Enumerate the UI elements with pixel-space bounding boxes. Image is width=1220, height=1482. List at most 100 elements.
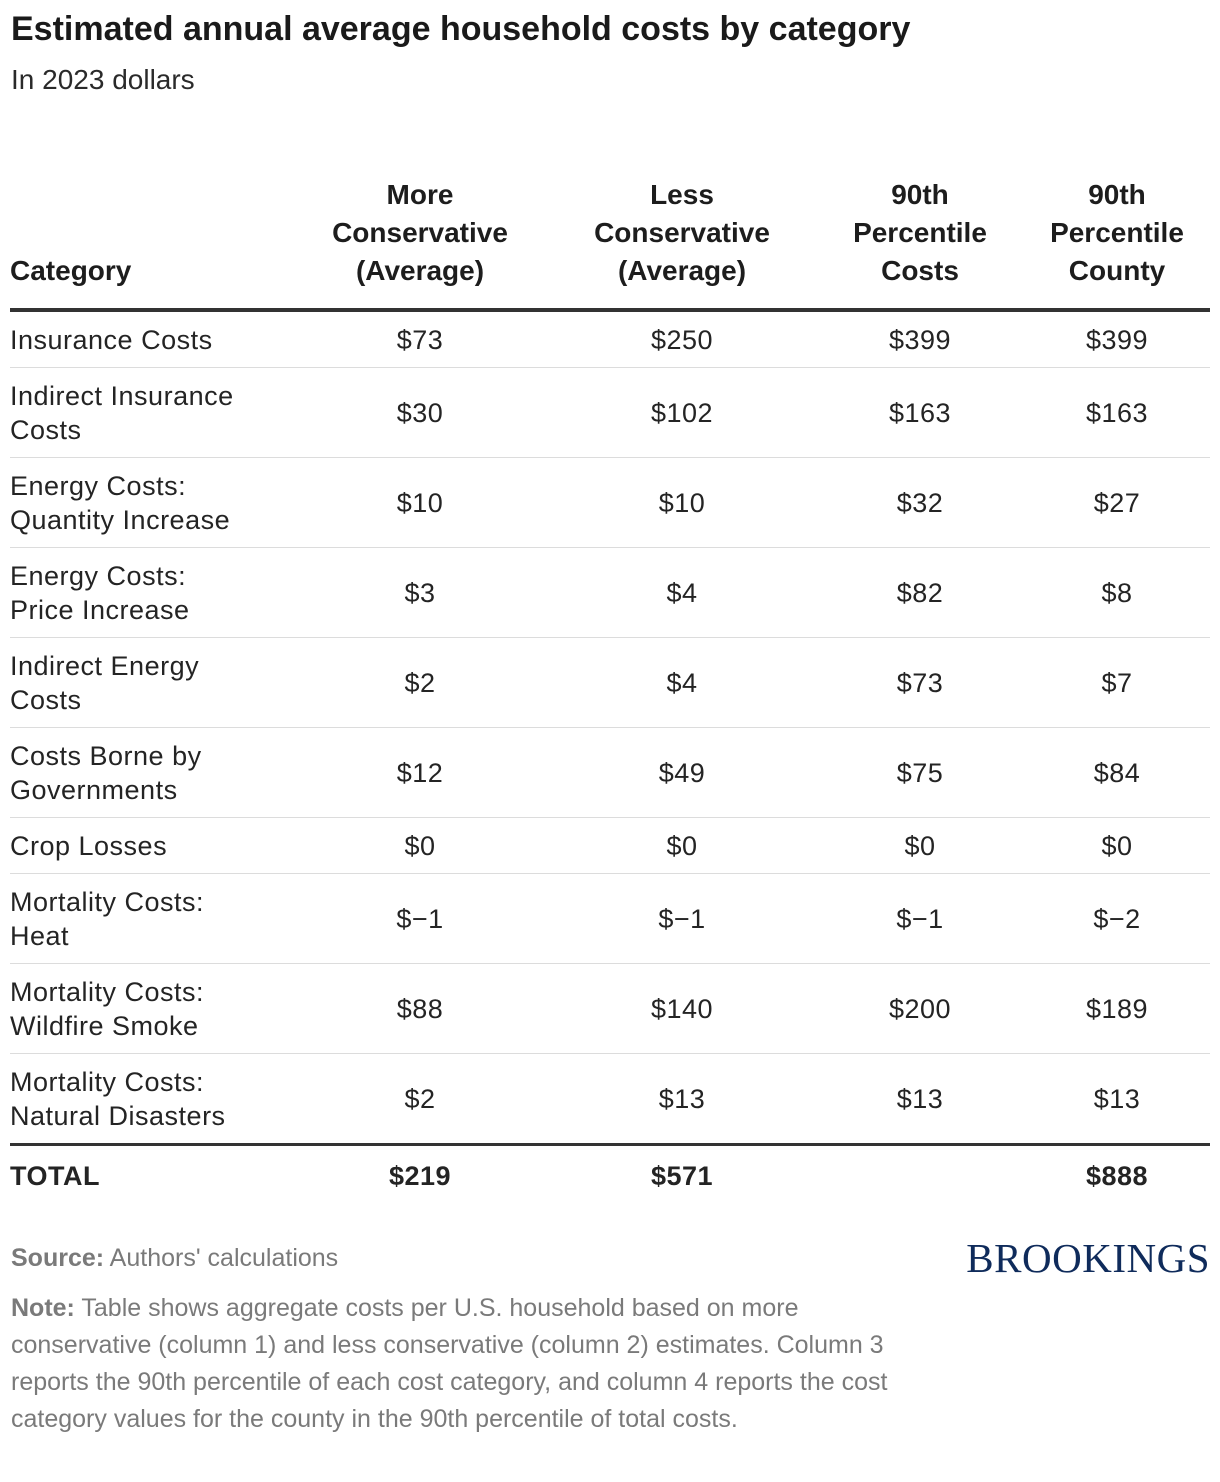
value-cell: $0 xyxy=(1024,817,1210,874)
total-value-cell: $888 xyxy=(1085,1161,1149,1191)
row-category-cell: Mortality Costs: Heat xyxy=(10,873,292,964)
cost-table: Category More Conservative (Average) Les… xyxy=(10,176,1210,1206)
value-cell: $200 xyxy=(816,963,1024,1054)
value-cell: $0 xyxy=(292,817,548,874)
row-category-line: Mortality Costs: xyxy=(10,976,205,1007)
column-header-line: 90th xyxy=(1088,179,1146,210)
value-cell: $0 xyxy=(816,817,1024,874)
chart-subtitle: In 2023 dollars xyxy=(11,64,195,95)
row-category-cell: Indirect Insurance Costs xyxy=(10,367,292,458)
table-header-row: Category More Conservative (Average) Les… xyxy=(10,176,1210,312)
value-cell: $102 xyxy=(548,367,816,458)
value-cell: $88 xyxy=(292,963,548,1054)
value-cell: $399 xyxy=(1024,310,1210,368)
column-header-line: 90th xyxy=(891,179,949,210)
table-row: Mortality Costs: Natural Disasters $2 $13 $1… xyxy=(10,1053,1210,1146)
row-category-cell: Costs Borne by Governments xyxy=(10,727,292,818)
row-category-line: Crop Losses xyxy=(10,830,168,861)
value-cell: $4 xyxy=(548,637,816,728)
table-row: Indirect Energy Costs $2 $4 $73 $7 xyxy=(10,637,1210,728)
row-category-line: Governments xyxy=(10,774,178,805)
total-label-cell: TOTAL xyxy=(10,1161,100,1191)
total-value-cell: $219 xyxy=(388,1161,452,1191)
row-category-line: Insurance Costs xyxy=(10,324,213,355)
value-cell: $−2 xyxy=(1024,873,1210,964)
value-cell: $−1 xyxy=(292,873,548,964)
value-cell: $7 xyxy=(1024,637,1210,728)
value-cell: $13 xyxy=(548,1053,816,1146)
row-category-line: Indirect Insurance xyxy=(10,380,234,411)
table-row: Mortality Costs: Heat $−1 $−1 $−1 $−2 xyxy=(10,873,1210,964)
source-label: Source: xyxy=(11,1244,105,1272)
row-category-line: Costs xyxy=(10,414,82,445)
column-header-line: More xyxy=(386,179,454,210)
note-label: Note: xyxy=(11,1294,75,1322)
value-cell: $163 xyxy=(816,367,1024,458)
chart-title: Estimated annual average household costs… xyxy=(11,10,911,48)
row-category-line: Natural Disasters xyxy=(10,1100,226,1131)
value-cell: $12 xyxy=(292,727,548,818)
row-category-cell: Mortality Costs: Wildfire Smoke xyxy=(10,963,292,1054)
column-header-line: (Average) xyxy=(617,255,747,286)
row-category-line: Energy Costs: xyxy=(10,470,187,501)
value-cell: $250 xyxy=(548,310,816,368)
value-cell: $49 xyxy=(548,727,816,818)
row-category-cell: Energy Costs: Quantity Increase xyxy=(10,457,292,548)
row-category-cell: Mortality Costs: Natural Disasters xyxy=(10,1053,292,1146)
value-cell: $8 xyxy=(1024,547,1210,638)
column-header-line: Costs xyxy=(881,255,959,286)
row-category-line: Quantity Increase xyxy=(10,504,231,535)
value-cell: $84 xyxy=(1024,727,1210,818)
table-row: Mortality Costs: Wildfire Smoke $88 $140 $20… xyxy=(10,963,1210,1054)
column-header-line: (Average) xyxy=(355,255,485,286)
value-cell: $32 xyxy=(816,457,1024,548)
table-row: Crop Losses $0 $0 $0 $0 xyxy=(10,817,1210,874)
value-cell: $163 xyxy=(1024,367,1210,458)
row-category-line: Indirect Energy xyxy=(10,650,200,681)
column-header-line: Percentile xyxy=(853,217,987,248)
value-cell: $189 xyxy=(1024,963,1210,1054)
column-header-line: Category xyxy=(10,255,132,286)
note-text: Table shows aggregate costs per U.S. hou… xyxy=(11,1294,888,1433)
row-category-cell: Energy Costs: Price Increase xyxy=(10,547,292,638)
total-value-cell xyxy=(816,1145,1024,1207)
row-category-line: Heat xyxy=(10,920,70,951)
value-cell: $0 xyxy=(548,817,816,874)
column-header-line: Conservative xyxy=(594,217,770,248)
row-category-line: Costs xyxy=(10,684,82,715)
table-row: Energy Costs: Price Increase $3 $4 $82 $8 xyxy=(10,547,1210,638)
column-header-category: Category xyxy=(10,176,292,312)
row-category-line: Energy Costs: xyxy=(10,560,187,591)
value-cell: $10 xyxy=(548,457,816,548)
value-cell: $2 xyxy=(292,1053,548,1146)
value-cell: $75 xyxy=(816,727,1024,818)
value-cell: $399 xyxy=(816,310,1024,368)
value-cell: $−1 xyxy=(816,873,1024,964)
row-category-cell: Insurance Costs xyxy=(10,310,292,368)
row-category-cell: Indirect Energy Costs xyxy=(10,637,292,728)
brookings-logo: BROOKINGS xyxy=(966,1235,1210,1281)
value-cell: $−1 xyxy=(548,873,816,964)
source-text: Authors' calculations xyxy=(109,1244,339,1272)
table-row: Energy Costs: Quantity Increase $10 $10 $32 $… xyxy=(10,457,1210,548)
table-row: Indirect Insurance Costs $30 $102 $163 $163 xyxy=(10,367,1210,458)
row-category-line: Mortality Costs: xyxy=(10,1066,205,1097)
total-value-cell: $571 xyxy=(650,1161,714,1191)
value-cell: $13 xyxy=(816,1053,1024,1146)
value-cell: $30 xyxy=(292,367,548,458)
value-cell: $140 xyxy=(548,963,816,1054)
value-cell: $4 xyxy=(548,547,816,638)
row-category-line: Mortality Costs: xyxy=(10,886,205,917)
table-row: Insurance Costs $73 $250 $399 $399 xyxy=(10,310,1210,368)
source-line: Source: Authors' calculations xyxy=(11,1244,338,1273)
column-header-line: Less xyxy=(650,179,714,210)
value-cell: $10 xyxy=(292,457,548,548)
table-body: Insurance Costs $73 $250 $399 $399 Indirect I… xyxy=(10,310,1210,1206)
column-header-line: Conservative xyxy=(332,217,508,248)
row-category-line: Wildfire Smoke xyxy=(10,1010,199,1041)
value-cell: $73 xyxy=(292,310,548,368)
table-row: Costs Borne by Governments $12 $49 $75 $84 xyxy=(10,727,1210,818)
row-category-line: Price Increase xyxy=(10,594,190,625)
value-cell: $2 xyxy=(292,637,548,728)
value-cell: $13 xyxy=(1024,1053,1210,1146)
